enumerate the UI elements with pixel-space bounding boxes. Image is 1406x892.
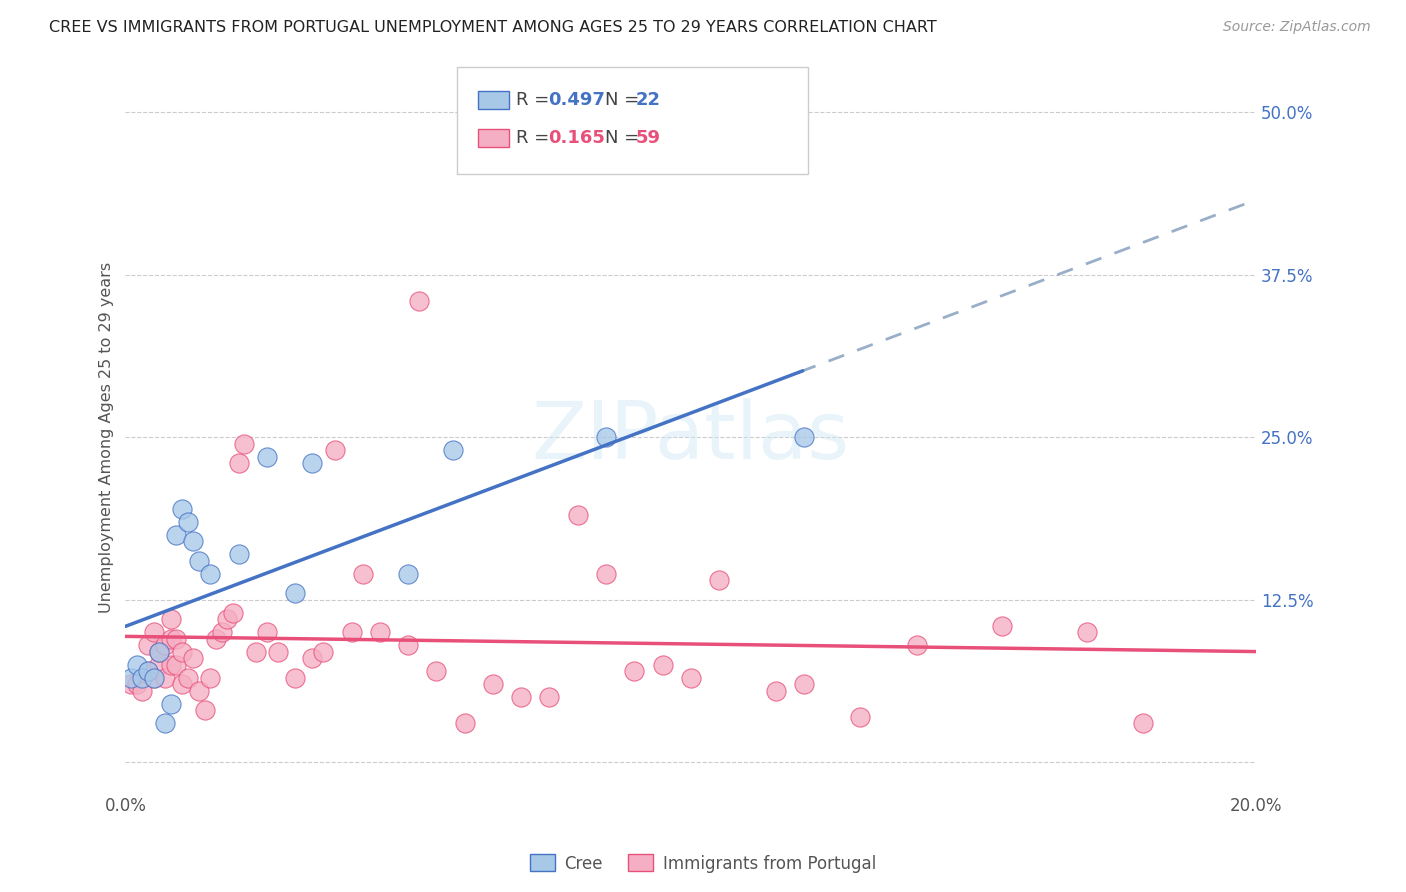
Point xyxy=(267,645,290,659)
Point xyxy=(396,566,419,581)
Point xyxy=(194,703,217,717)
Point xyxy=(538,690,561,705)
Point xyxy=(651,657,673,672)
Point xyxy=(170,677,193,691)
Point xyxy=(707,574,730,588)
Text: R =: R = xyxy=(516,91,555,109)
Text: N =: N = xyxy=(605,129,644,147)
Point xyxy=(510,690,533,705)
Point xyxy=(188,554,211,568)
Point xyxy=(136,665,159,679)
Point xyxy=(148,645,170,659)
Point xyxy=(120,677,142,691)
Point xyxy=(188,683,211,698)
Point xyxy=(245,645,267,659)
Point xyxy=(396,638,419,652)
Point xyxy=(990,619,1012,633)
Point xyxy=(205,632,228,646)
Legend: Cree, Immigrants from Portugal: Cree, Immigrants from Portugal xyxy=(523,847,883,880)
Point xyxy=(125,657,148,672)
Point xyxy=(284,586,307,600)
Point xyxy=(217,612,239,626)
Point xyxy=(1132,716,1154,731)
Text: CREE VS IMMIGRANTS FROM PORTUGAL UNEMPLOYMENT AMONG AGES 25 TO 29 YEARS CORRELAT: CREE VS IMMIGRANTS FROM PORTUGAL UNEMPLO… xyxy=(49,20,936,35)
Point xyxy=(159,697,181,711)
Point xyxy=(595,430,617,444)
Point xyxy=(425,665,447,679)
Point xyxy=(312,645,335,659)
Point xyxy=(153,638,176,652)
Point xyxy=(441,443,464,458)
Point xyxy=(340,625,363,640)
Point xyxy=(159,657,181,672)
Point xyxy=(176,671,198,685)
Point xyxy=(454,716,477,731)
Point xyxy=(301,651,323,665)
Point xyxy=(256,450,278,464)
Text: Source: ZipAtlas.com: Source: ZipAtlas.com xyxy=(1223,20,1371,34)
Point xyxy=(284,671,307,685)
Point xyxy=(170,501,193,516)
Point xyxy=(131,671,153,685)
Point xyxy=(170,645,193,659)
Text: 22: 22 xyxy=(636,91,661,109)
Point xyxy=(200,566,222,581)
Point xyxy=(200,671,222,685)
Text: 0.165: 0.165 xyxy=(548,129,605,147)
Point xyxy=(136,665,159,679)
Point xyxy=(765,683,787,698)
Point xyxy=(228,547,250,561)
Point xyxy=(233,437,256,451)
Point xyxy=(165,657,187,672)
Text: 0.497: 0.497 xyxy=(548,91,605,109)
Point xyxy=(181,651,204,665)
Point xyxy=(136,638,159,652)
Point xyxy=(153,671,176,685)
Point xyxy=(159,612,181,626)
Point xyxy=(793,677,815,691)
Point xyxy=(482,677,505,691)
Point xyxy=(905,638,928,652)
Point xyxy=(222,606,245,620)
Point xyxy=(125,677,148,691)
Point xyxy=(301,456,323,470)
Y-axis label: Unemployment Among Ages 25 to 29 years: Unemployment Among Ages 25 to 29 years xyxy=(100,261,114,613)
Point xyxy=(368,625,391,640)
Point xyxy=(142,671,165,685)
Text: N =: N = xyxy=(605,91,644,109)
Point xyxy=(165,528,187,542)
Point xyxy=(567,508,589,523)
Point xyxy=(131,683,153,698)
Point xyxy=(176,515,198,529)
Point xyxy=(323,443,346,458)
Point xyxy=(211,625,233,640)
Point xyxy=(352,566,374,581)
Point xyxy=(159,632,181,646)
Point xyxy=(623,665,645,679)
Point xyxy=(142,671,165,685)
Text: 59: 59 xyxy=(636,129,661,147)
Point xyxy=(181,534,204,549)
Text: ZIPatlas: ZIPatlas xyxy=(531,399,849,476)
Point xyxy=(228,456,250,470)
Point xyxy=(153,716,176,731)
Point xyxy=(595,566,617,581)
Point xyxy=(679,671,702,685)
Point xyxy=(148,657,170,672)
Point xyxy=(148,645,170,659)
Point xyxy=(793,430,815,444)
Text: R =: R = xyxy=(516,129,555,147)
Point xyxy=(849,710,872,724)
Point xyxy=(142,625,165,640)
Point xyxy=(256,625,278,640)
Point xyxy=(120,671,142,685)
Point xyxy=(1076,625,1098,640)
Point xyxy=(165,632,187,646)
Point xyxy=(408,293,430,308)
